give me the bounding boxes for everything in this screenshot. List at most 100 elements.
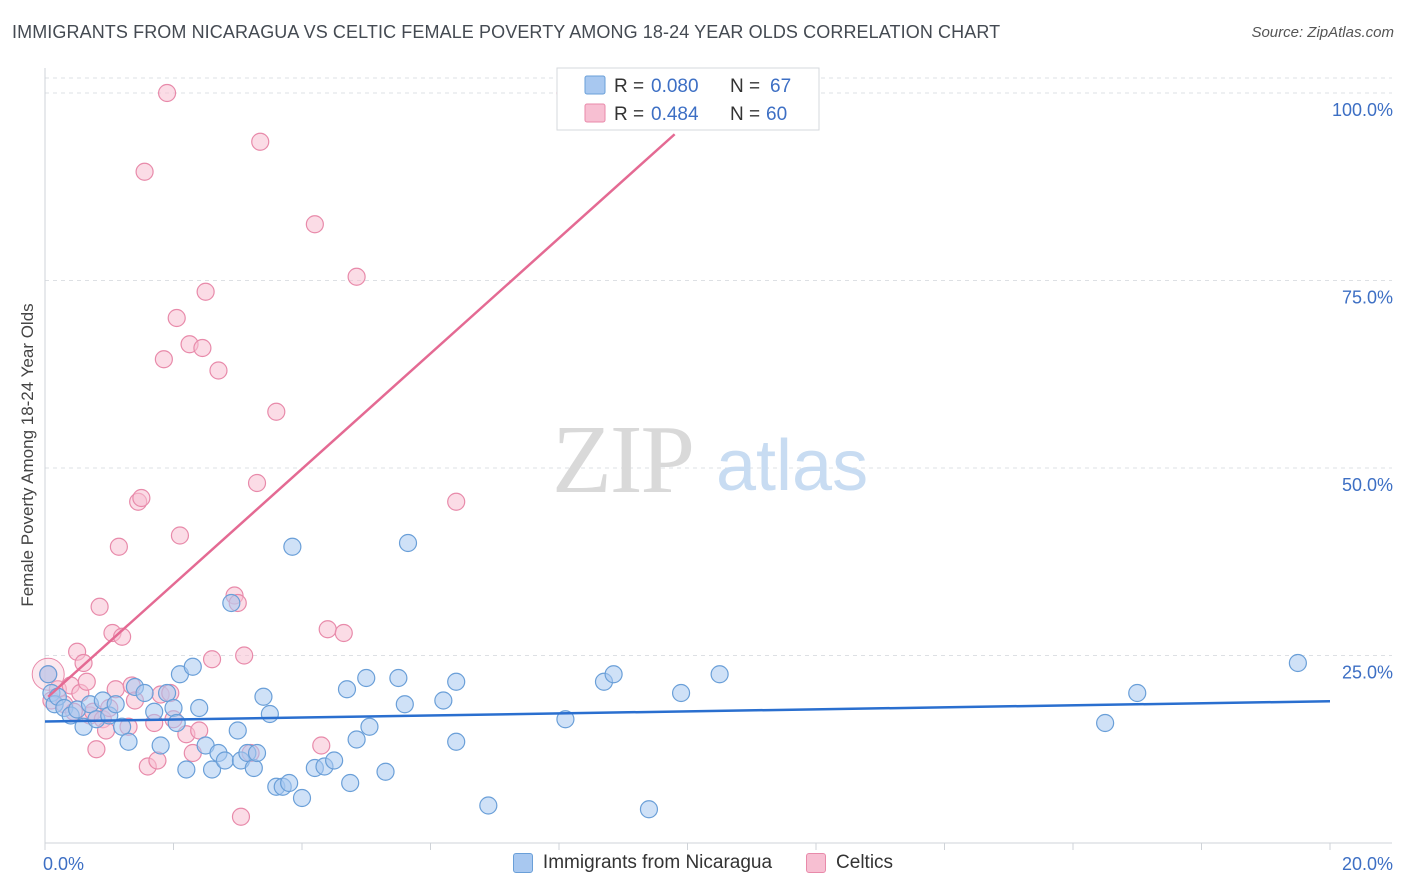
celtics-point (318, 620, 337, 639)
watermark-zip: ZIP (552, 406, 693, 514)
celtics-point (267, 402, 286, 421)
y-axis-label: Female Poverty Among 18-24 Year Olds (18, 303, 37, 606)
watermark-atlas: atlas (716, 426, 868, 506)
nicaragua-point (215, 751, 234, 770)
celtics-point (109, 537, 128, 556)
nicaragua-point (395, 695, 414, 714)
celtics-point (231, 807, 251, 826)
source-credit: Source: ZipAtlas.com (1251, 24, 1394, 41)
nicaragua-point (135, 683, 154, 703)
y-tick-label: 100.0% (1332, 100, 1393, 120)
celtics-point (247, 473, 267, 493)
nicaragua-point (167, 713, 186, 733)
nicaragua-point (164, 698, 183, 718)
nicaragua-point (244, 758, 263, 778)
y-tick-label: 75.0% (1342, 288, 1393, 308)
nicaragua-point (556, 710, 575, 729)
nicaragua-point (112, 717, 132, 736)
nicaragua-point (434, 691, 453, 710)
celtics-point (334, 623, 353, 643)
legend-label-celtics: Celtics (836, 852, 894, 873)
nicaragua-trend-line (44, 700, 1331, 723)
nicaragua-point (337, 680, 357, 699)
legend-swatch-nicaragua (512, 853, 533, 873)
nicaragua-point (639, 800, 659, 819)
nicaragua-point (222, 593, 241, 613)
nicaragua-point (39, 665, 58, 684)
nicaragua-point (710, 665, 729, 684)
nicaragua-point (604, 665, 623, 684)
correlation-legend: R = 0.080 N = 67 R = 0.484 N = 60 (556, 67, 820, 131)
legend-item-nicaragua: Immigrants from Nicaragua (512, 852, 773, 874)
celtics-point (235, 646, 254, 665)
x-tick-label-max: 20.0% (1342, 854, 1393, 874)
celtics-point (167, 308, 186, 328)
nicaragua-point (119, 732, 138, 751)
nicaragua-point (177, 760, 196, 779)
chart-title: IMMIGRANTS FROM NICARAGUA VS CELTIC FEMA… (12, 22, 1001, 42)
celtics-trend-line (47, 133, 676, 698)
series-legend: Immigrants from Nicaragua Celtics (0, 852, 1406, 874)
celtics-point (251, 132, 270, 151)
nicaragua-point (202, 760, 222, 779)
celtics-point (190, 721, 209, 740)
nicaragua-point (325, 751, 344, 770)
celtics-point (148, 751, 167, 770)
celtics-point (209, 361, 228, 380)
nicaragua-point (254, 687, 273, 706)
nicaragua-point (247, 743, 267, 763)
celtics-point (347, 267, 366, 286)
celtics-point (157, 83, 177, 103)
nicaragua-point (1288, 653, 1307, 673)
nicaragua-points (39, 533, 1307, 819)
legend-r-value-pink: 0.484 (651, 104, 699, 125)
nicaragua-point (447, 732, 466, 751)
nicaragua-point (376, 762, 395, 781)
legend-n-label-pink: N = (730, 104, 760, 125)
celtics-point (170, 526, 190, 545)
nicaragua-point (398, 533, 418, 553)
y-tick-label: 50.0% (1342, 475, 1393, 495)
nicaragua-point (341, 773, 360, 793)
legend-label-nicaragua: Immigrants from Nicaragua (542, 852, 773, 873)
legend-r-label-pink: R = (614, 104, 644, 125)
legend-swatch-blue (584, 75, 606, 95)
nicaragua-point (283, 537, 302, 556)
nicaragua-point (1128, 683, 1147, 703)
celtics-point (132, 488, 151, 508)
nicaragua-point (389, 668, 408, 688)
nicaragua-point (183, 657, 202, 676)
celtics-point (193, 338, 212, 358)
nicaragua-point (106, 695, 125, 714)
celtics-point (87, 740, 106, 759)
celtics-point (77, 672, 96, 691)
nicaragua-point (347, 730, 366, 749)
celtics-point (90, 597, 109, 616)
celtics-point (202, 650, 222, 669)
nicaragua-point (280, 773, 299, 793)
nicaragua-point (1096, 713, 1115, 733)
nicaragua-point (157, 683, 177, 703)
nicaragua-point (479, 796, 498, 815)
legend-n-label-blue: N = (730, 76, 760, 97)
legend-n-value-blue: 67 (770, 76, 791, 97)
celtics-point (154, 350, 173, 369)
nicaragua-point (357, 668, 376, 688)
y-tick-label: 25.0% (1342, 663, 1393, 683)
legend-swatch-celtics (806, 853, 827, 873)
legend-item-celtics: Celtics (806, 852, 893, 874)
x-tick-label-min: 0.0% (43, 854, 84, 874)
celtics-point (305, 215, 324, 234)
nicaragua-point (360, 717, 379, 736)
celtics-point (196, 282, 215, 301)
legend-r-value-blue: 0.080 (651, 76, 699, 97)
celtics-point (135, 162, 154, 181)
nicaragua-point (447, 672, 466, 691)
nicaragua-point (260, 704, 279, 724)
nicaragua-point (151, 736, 170, 755)
celtics-point (312, 736, 331, 755)
nicaragua-point (145, 702, 164, 721)
nicaragua-point (292, 788, 312, 808)
legend-r-label-blue: R = (614, 76, 644, 97)
